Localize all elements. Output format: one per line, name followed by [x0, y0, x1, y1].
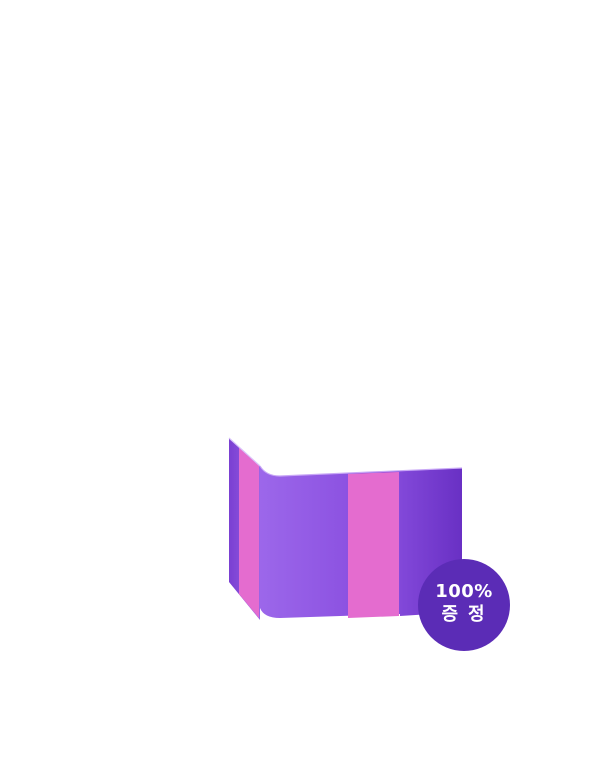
badge-percent-text: 100% — [435, 581, 493, 602]
box-left-top-edge — [228, 437, 261, 467]
badge-gift-text: 증정 — [441, 604, 495, 625]
box-center-band — [348, 472, 399, 618]
box-top-edge — [259, 465, 463, 477]
box-left-band — [239, 447, 259, 618]
purple-gift-box-image — [228, 437, 463, 620]
gift-badge: 100% 증정 — [418, 559, 510, 651]
